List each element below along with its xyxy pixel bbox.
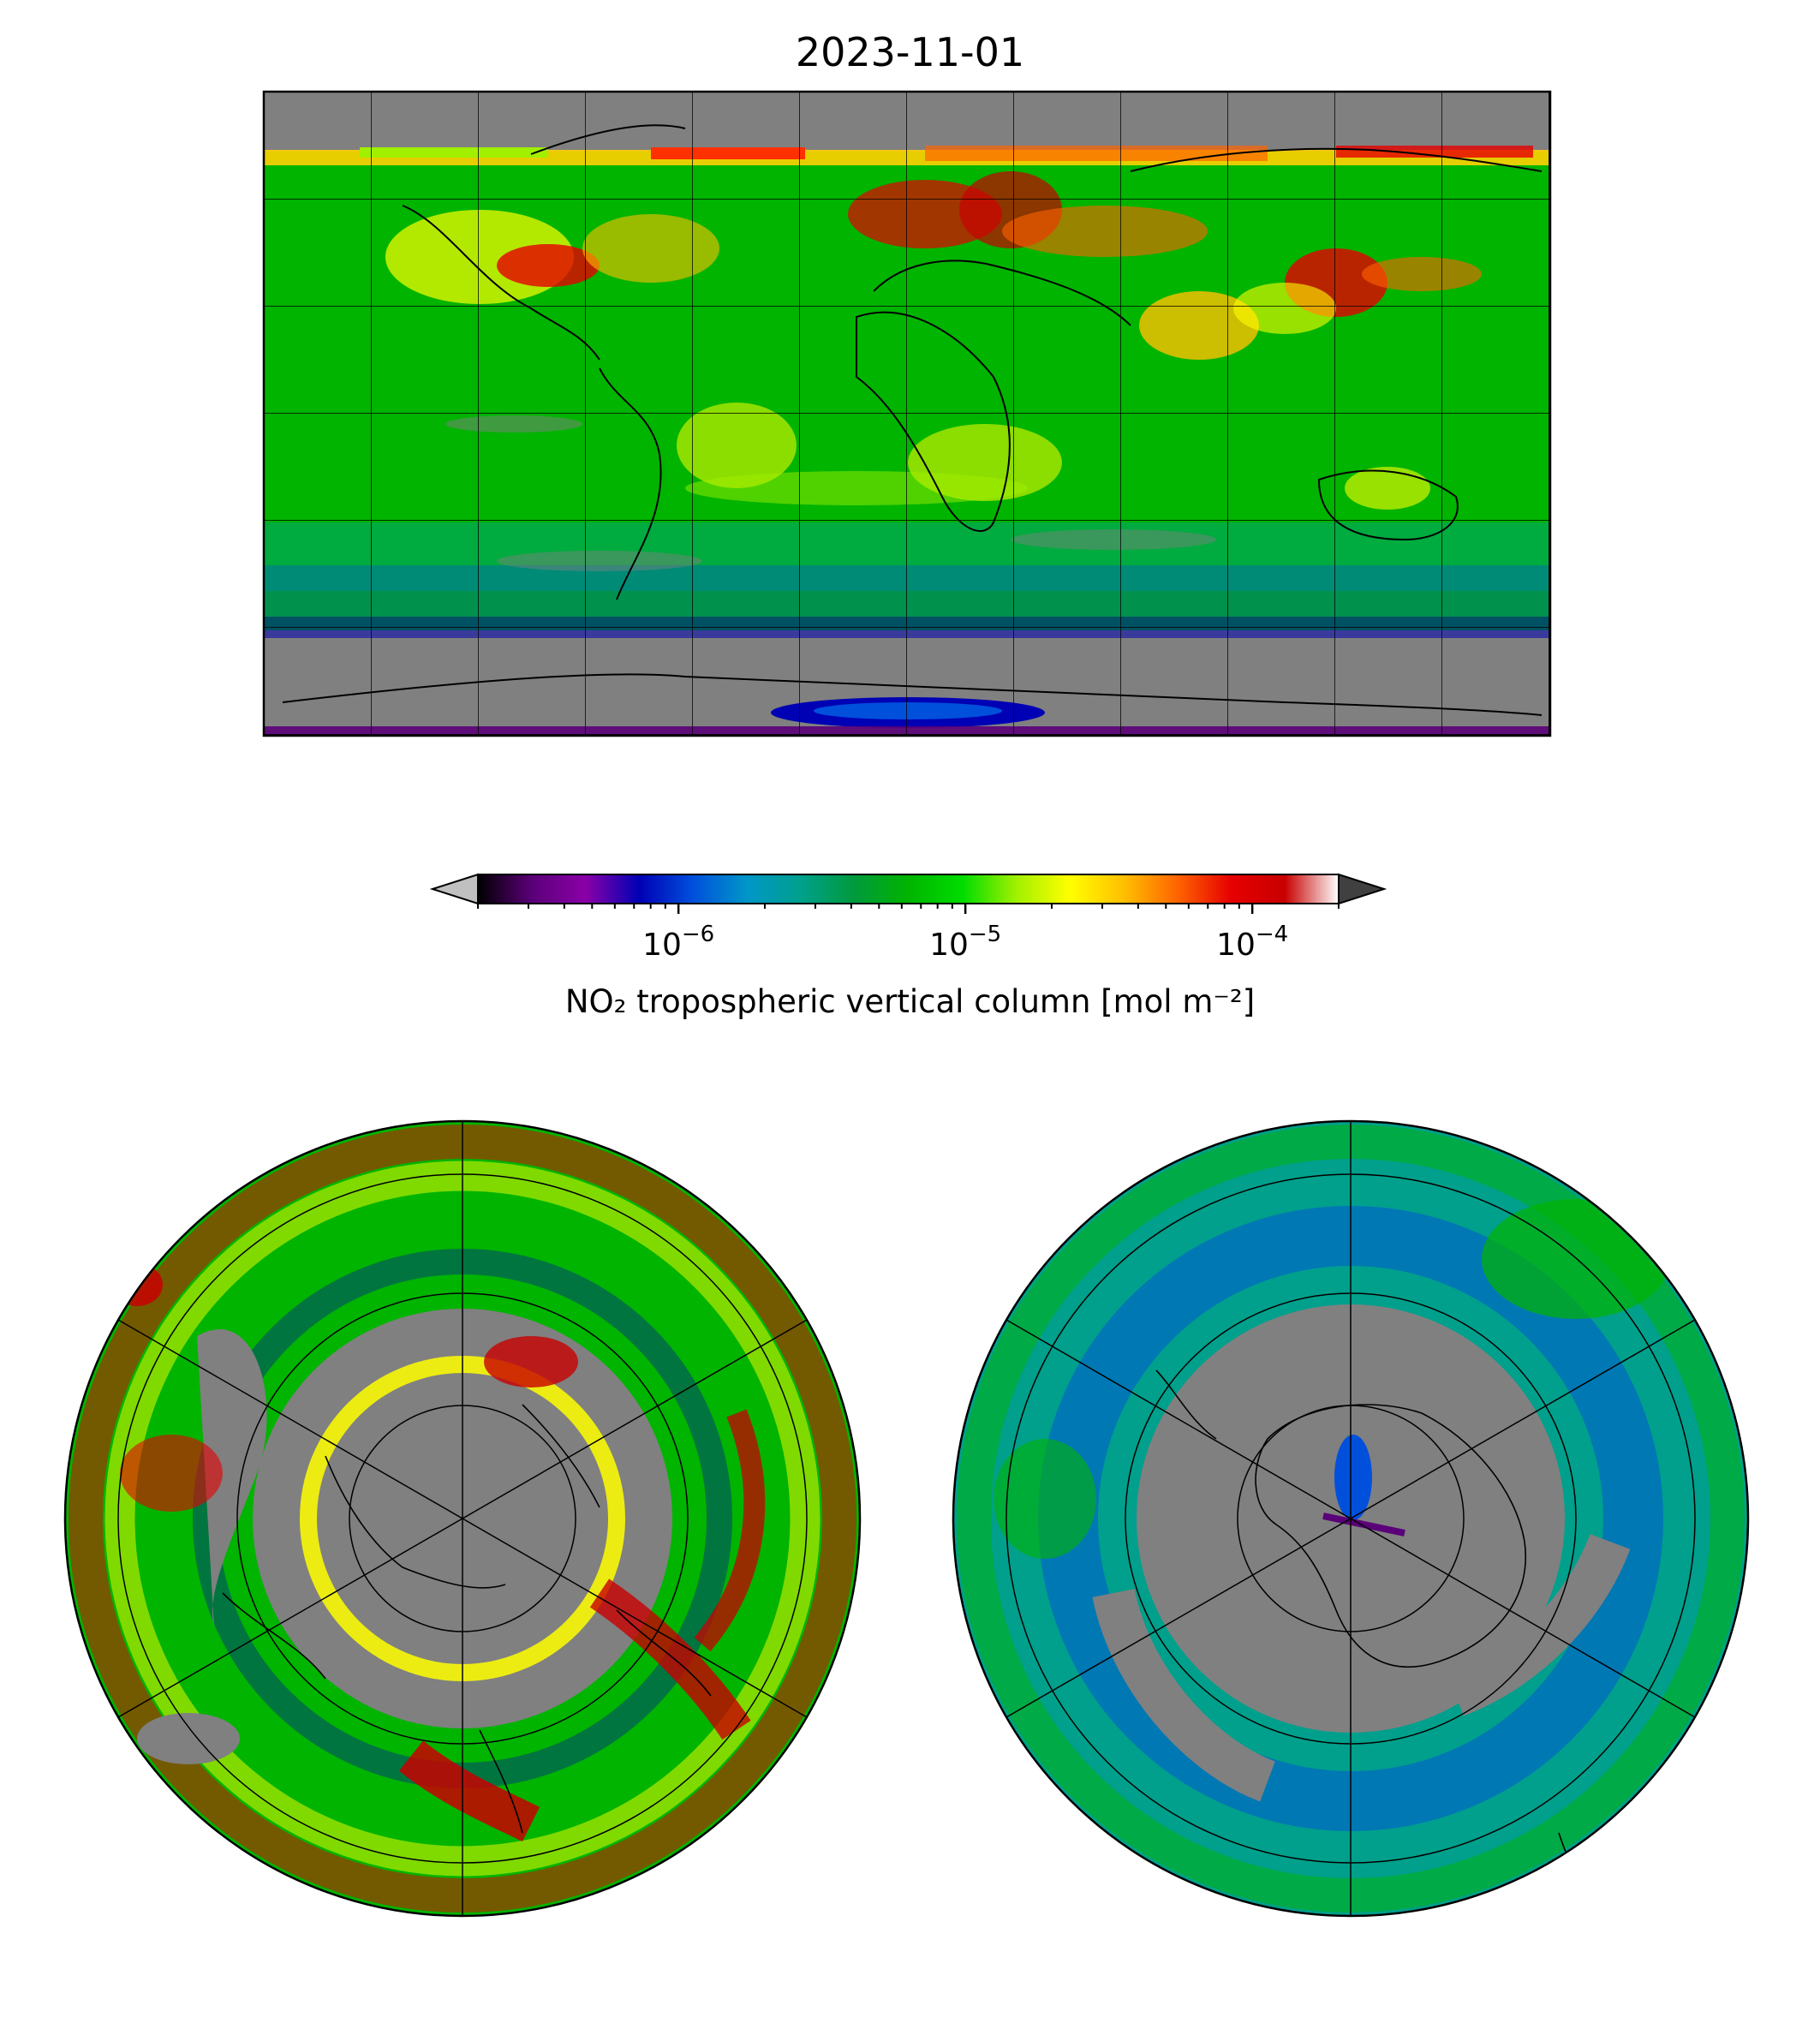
global-map — [262, 90, 1552, 737]
tick-exponent: −6 — [682, 922, 714, 947]
colorbar-ticks: 10−6 10−5 10−4 — [477, 904, 1340, 963]
colorbar-tick-label: 10−4 — [1216, 922, 1288, 963]
plot-title: 2023-11-01 — [795, 29, 1025, 75]
tick-base: 10 — [642, 928, 682, 963]
tick-base: 10 — [1216, 928, 1256, 963]
colorbar: 10−6 10−5 10−4 — [429, 873, 1387, 963]
north-polar-map — [63, 1119, 862, 1918]
colorbar-tick-label: 10−6 — [642, 922, 714, 963]
colorbar-label: NO₂ tropospheric vertical column [mol m⁻… — [564, 983, 1256, 1020]
tick-base: 10 — [929, 928, 969, 963]
colorbar-over-extension — [1338, 873, 1387, 905]
south-polar-map — [952, 1119, 1750, 1918]
colorbar-gradient — [477, 874, 1340, 904]
colorbar-under-extension — [429, 873, 479, 905]
tick-exponent: −5 — [969, 922, 1001, 947]
tick-exponent: −4 — [1256, 922, 1288, 947]
colorbar-tick-label: 10−5 — [929, 922, 1001, 963]
